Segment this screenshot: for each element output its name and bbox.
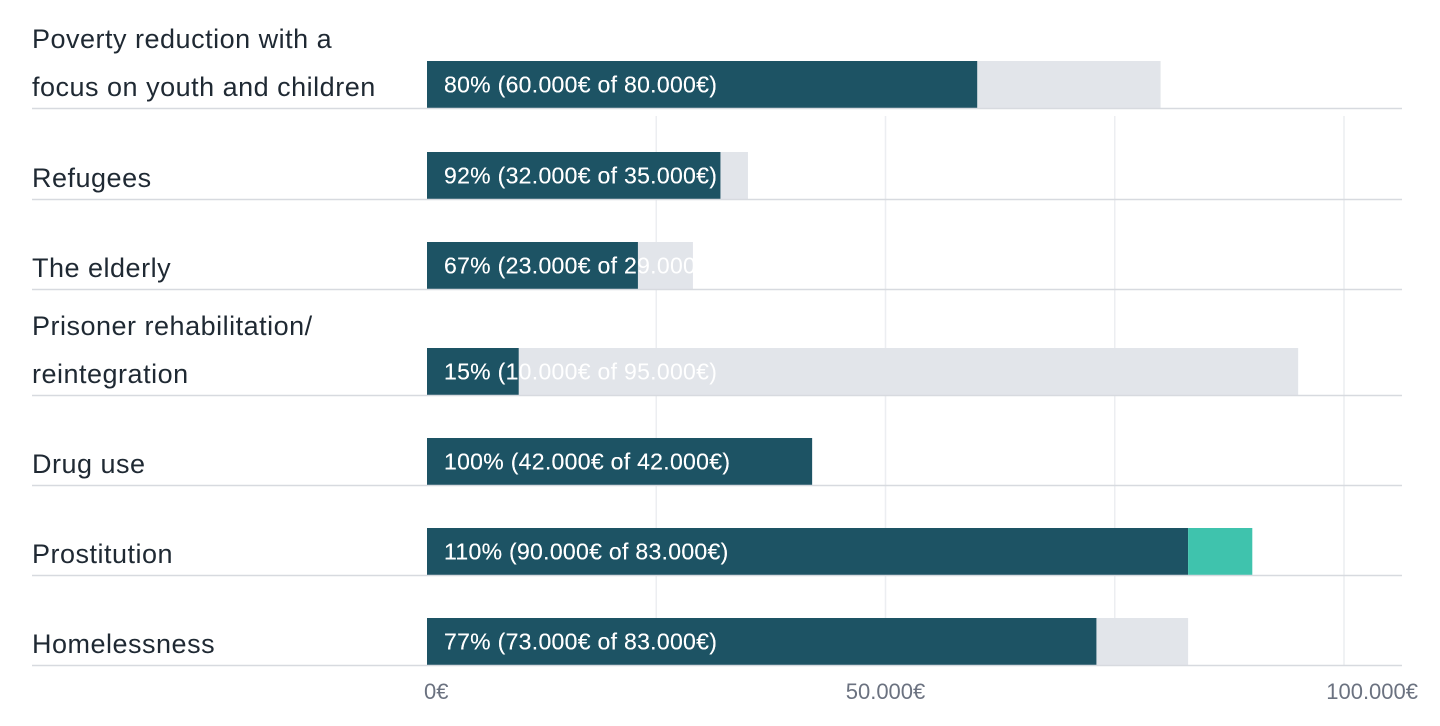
funded-bar <box>427 618 1097 665</box>
category-label: Prostitution <box>32 539 173 569</box>
bar-value-label-on-bar: 15% (10.000€ of 95.000€) <box>444 359 717 385</box>
funded-bar <box>427 152 721 199</box>
overfunded-bar <box>1188 528 1253 575</box>
bar-value-label-on-bar: 80% (60.000€ of 80.000€) <box>444 72 717 98</box>
bar-value-label: 67% (23.000€ of 29.000€) <box>444 253 717 279</box>
funded-bar <box>427 528 1189 575</box>
category-label: reintegration <box>32 359 189 389</box>
x-tick-label: 50.000€ <box>846 679 926 704</box>
category-label: focus on youth and children <box>32 72 376 102</box>
bar-value-label-on-bar: 92% (32.000€ of 35.000€) <box>444 163 717 189</box>
funded-bar <box>427 242 638 289</box>
bar-value-label: 77% (73.000€ of 83.000€) <box>444 629 717 655</box>
bar-value-label: 80% (60.000€ of 80.000€) <box>444 72 717 98</box>
funded-bar <box>427 348 519 395</box>
category-label: Refugees <box>32 163 152 193</box>
category-label: Poverty reduction with a <box>32 24 333 54</box>
x-tick-label: 0€ <box>424 679 448 704</box>
bar-value-label: 110% (90.000€ of 83.000€) <box>444 539 729 565</box>
category-label: The elderly <box>32 253 171 283</box>
bar-value-label-on-bar: 100% (42.000€ of 42.000€) <box>444 449 730 475</box>
funded-bar <box>427 438 813 485</box>
funded-bar <box>427 61 978 108</box>
target-bar <box>427 348 1299 395</box>
category-label: Drug use <box>32 449 146 479</box>
x-tick-label: 100.000€ <box>1326 679 1418 704</box>
bar-value-label-on-bar: 77% (73.000€ of 83.000€) <box>444 629 717 655</box>
bar-value-label-on-bar: 110% (90.000€ of 83.000€) <box>444 539 729 565</box>
category-label: Prisoner rehabilitation/ <box>32 311 313 341</box>
bar-value-label: 15% (10.000€ of 95.000€) <box>444 359 717 385</box>
bar-value-label-on-bar: 67% (23.000€ of 29.000€) <box>444 253 717 279</box>
category-label: Homelessness <box>32 629 215 659</box>
bar-value-label: 100% (42.000€ of 42.000€) <box>444 449 730 475</box>
bar-value-label: 92% (32.000€ of 35.000€) <box>444 163 717 189</box>
